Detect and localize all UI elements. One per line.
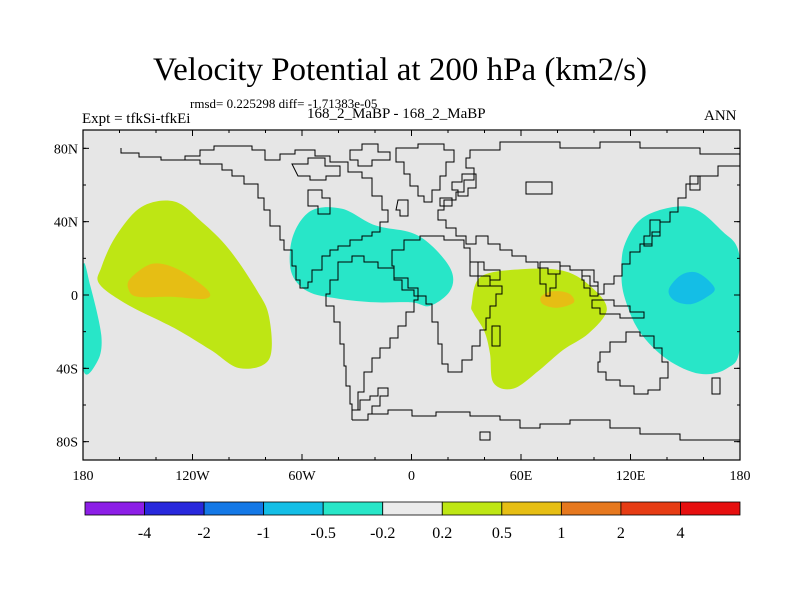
colorbar-swatch <box>560 501 622 516</box>
colorbar-swatch <box>263 501 324 516</box>
coastline-new-zealand <box>711 377 721 395</box>
contour-region-west-pacific-core <box>668 271 715 305</box>
x-tick-label: 60W <box>288 469 316 484</box>
experiment-label: Expt = tfkSi-tfkEi <box>82 111 191 127</box>
coastline-north-america <box>120 145 389 289</box>
contour-regions <box>83 200 740 390</box>
coastline-madagascar <box>491 325 501 347</box>
coastline-antarctic-peninsula <box>351 387 389 420</box>
y-tick-label: 40S <box>56 362 78 377</box>
colorbar-swatch <box>620 501 681 516</box>
y-axis-ticks: 80N 40N 0 40S 80S <box>54 142 740 451</box>
colorbar-swatch <box>84 501 145 516</box>
y-tick-label: 80N <box>54 142 78 157</box>
coastline-british-isles <box>395 199 409 217</box>
season-label: ANN <box>704 108 737 124</box>
coastline-australia <box>597 331 669 395</box>
x-tick-label: 120W <box>175 469 210 484</box>
coastline-scandinavia <box>451 173 477 197</box>
colorbar: -4 -2 -1 -0.5 -0.2 0.2 0.5 1 2 4 <box>84 501 741 542</box>
coastline-arabia <box>469 261 501 287</box>
coastline-indochina <box>581 269 599 297</box>
stats-text: rmsd= 0.225298 diff= -1.71383e-05 <box>190 96 378 111</box>
coastline-africa <box>391 235 503 373</box>
case-label: 168_2_MaBP - 168_2_MaBP <box>307 106 486 122</box>
coastline-antarctic-island <box>479 431 491 441</box>
coastline-japan <box>643 219 661 247</box>
contour-region-dateline-low <box>83 262 102 375</box>
colorbar-swatch <box>441 501 503 516</box>
coastline-india <box>539 261 561 297</box>
colorbar-level-label: 1 <box>557 525 565 542</box>
coastline-indonesia <box>591 299 645 319</box>
coastline-arctic-islands <box>291 157 341 181</box>
coastline-hudson-bay <box>307 189 331 215</box>
coastline-eurasia <box>437 141 740 295</box>
colorbar-swatch <box>501 501 562 516</box>
x-tick-label: 120E <box>616 469 646 484</box>
chart-title: Velocity Potential at 200 hPa (km2/s) <box>152 52 648 88</box>
contour-region-east-pacific-core <box>127 263 211 299</box>
x-tick-label: 180 <box>730 469 751 484</box>
colorbar-level-label: 0.2 <box>432 525 452 542</box>
x-tick-label: 180 <box>73 469 94 484</box>
coastline-iceland <box>439 197 453 207</box>
coastline-siberian-islands <box>525 181 553 195</box>
colorbar-swatch <box>144 501 205 516</box>
coastline-kamchatka <box>689 175 701 191</box>
contour-region-indian-ocean-core <box>540 291 575 308</box>
contour-region-atlantic-low <box>289 207 454 307</box>
colorbar-level-label: -0.5 <box>311 525 336 542</box>
colorbar-swatch <box>322 501 384 516</box>
colorbar-swatch <box>382 501 443 516</box>
y-tick-label: 80S <box>56 436 78 451</box>
x-tick-label: 0 <box>408 469 415 484</box>
colorbar-level-label: 2 <box>617 525 625 542</box>
colorbar-swatch <box>680 501 741 516</box>
x-axis-ticks: 180 120W 60W 0 60E 120E 180 <box>73 130 751 484</box>
coastline-greenland <box>395 143 455 203</box>
y-tick-label: 40N <box>54 216 78 231</box>
colorbar-level-label: 4 <box>676 525 684 542</box>
x-tick-label: 60E <box>510 469 533 484</box>
colorbar-level-label: -1 <box>257 525 270 542</box>
colorbar-level-label: -4 <box>138 525 151 542</box>
coastlines <box>120 141 740 441</box>
colorbar-level-label: -0.2 <box>370 525 395 542</box>
colorbar-swatch <box>203 501 265 516</box>
coastline-antarctica <box>352 409 740 441</box>
coastline-baffin <box>349 143 391 167</box>
colorbar-level-label: 0.5 <box>492 525 512 542</box>
colorbar-level-label: -2 <box>197 525 210 542</box>
y-tick-label: 0 <box>71 289 78 304</box>
